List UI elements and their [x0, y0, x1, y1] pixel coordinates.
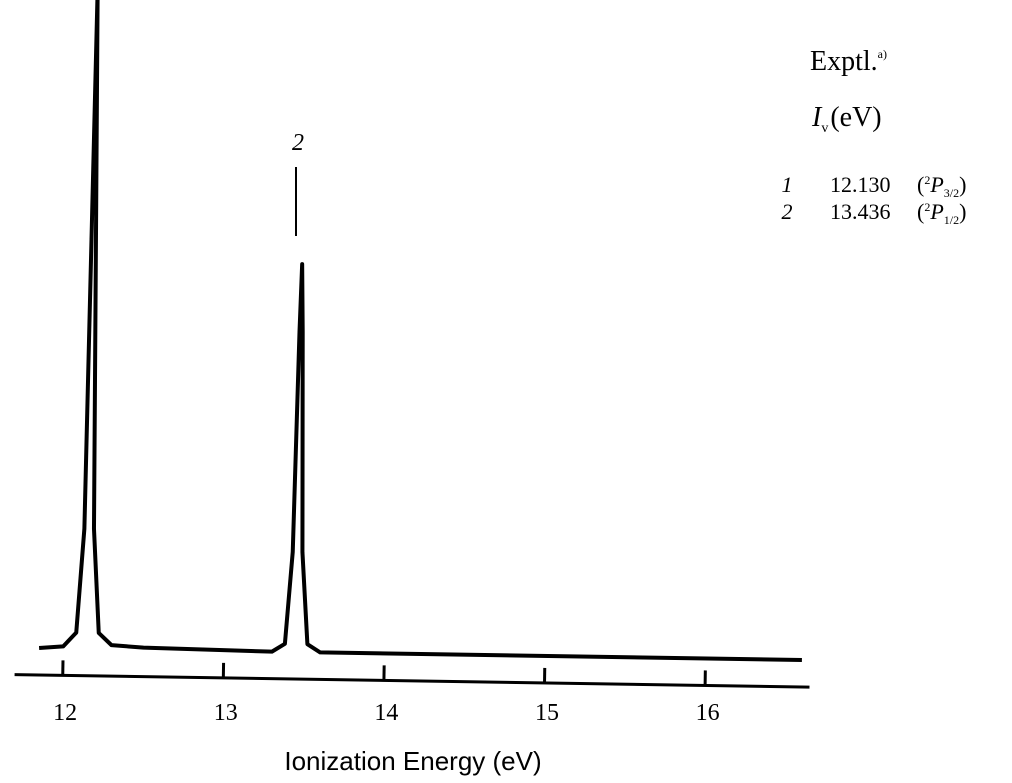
legend-symbol: Iv(eV) [811, 102, 882, 136]
row-state: (2P1/2) [917, 199, 966, 227]
row-value: 12.130 [830, 172, 891, 197]
x-axis-label: Ionization Energy (eV) [284, 746, 541, 776]
row-label: 2 [782, 199, 793, 224]
state-part: 2 [924, 200, 930, 214]
x-tick-label: 13 [214, 700, 238, 726]
x-tick-label: 16 [696, 700, 720, 726]
x-axis [14, 673, 810, 689]
symbol-sub: v [821, 121, 828, 136]
state-part: ) [959, 172, 966, 197]
state-part: ( [917, 172, 924, 197]
legend-note: a) [878, 47, 887, 61]
symbol: I [811, 102, 823, 133]
legend-title: Exptl.a) [810, 46, 887, 77]
x-tick-label: 14 [374, 700, 398, 726]
legend-rows: 1 12.130 (2P3/2)2 13.436 (2P1/2) [782, 172, 967, 227]
spectrum-line [38, 0, 802, 662]
x-tick-label: 15 [535, 700, 559, 726]
plot-area [14, 0, 810, 689]
legend-title-text: Exptl. [810, 46, 878, 77]
row-value: 13.436 [830, 199, 891, 224]
state-part: ( [917, 199, 924, 224]
state-part: ) [959, 199, 966, 224]
row-state: (2P3/2) [917, 172, 966, 200]
x-tick-label: 12 [53, 700, 77, 726]
state-part: P [929, 172, 943, 197]
unit: (eV) [830, 102, 881, 133]
state-part: P [929, 199, 943, 224]
state-part: 2 [924, 173, 930, 187]
state-part: 1/2 [944, 213, 959, 227]
row-label: 1 [782, 172, 793, 197]
state-part: 3/2 [944, 186, 959, 200]
peak-label: 2 [292, 130, 304, 156]
